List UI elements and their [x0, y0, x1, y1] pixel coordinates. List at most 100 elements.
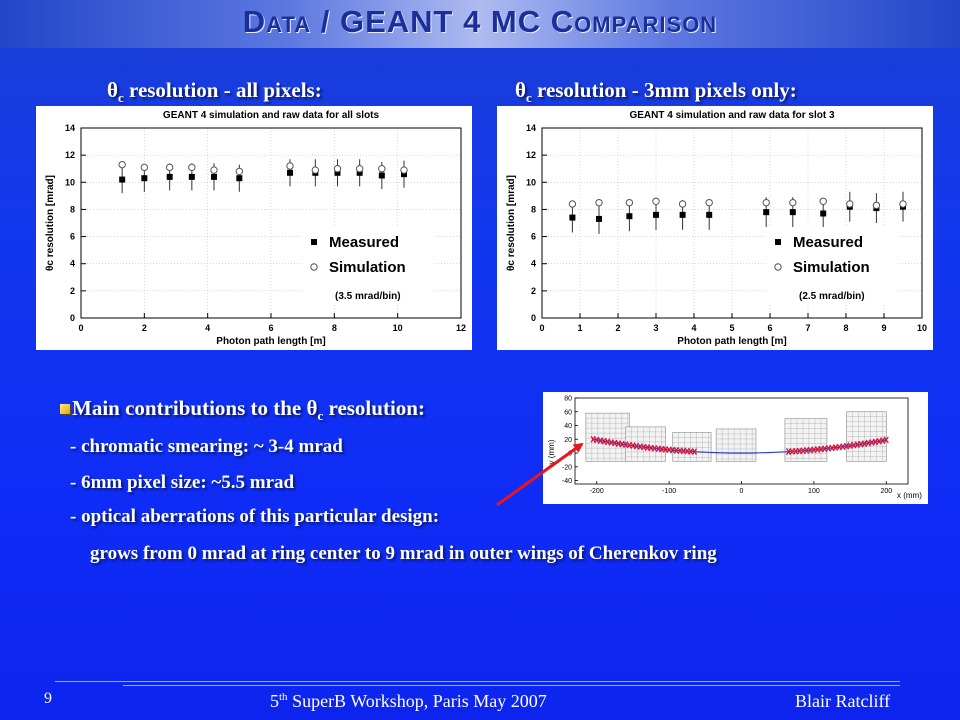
footer-event: 5th SuperB Workshop, Paris May 2007: [270, 691, 547, 712]
measured-point: [763, 209, 770, 216]
simulation-point: [652, 197, 660, 205]
bullet-item-chromatic: - chromatic smearing: ~ 3-4 mrad: [70, 436, 343, 457]
pixel-block-frame: [672, 432, 712, 462]
left-chart-panel: GEANT 4 simulation and raw data for all …: [36, 106, 472, 350]
ray-hit-mark: [811, 446, 817, 454]
y-tick-label: 2: [531, 286, 536, 296]
ray-hit-mark: [858, 440, 864, 448]
ray-hit-mark: [807, 446, 813, 454]
y-tick-label: 10: [526, 177, 536, 187]
title-bar: [0, 0, 960, 48]
measured-point: [378, 172, 385, 179]
bullet-main: Main contributions to the θc resolution:: [60, 396, 425, 424]
ray-y-tick-label: 0: [568, 451, 572, 458]
y-tick-label: 0: [531, 313, 536, 323]
pixel-block-frame: [715, 428, 757, 462]
pixel-block-frame: [846, 411, 887, 462]
left-chart-heading: θc resolution - all pixels:: [107, 78, 322, 106]
measured-point: [287, 169, 293, 176]
ray-x-axis-label: x (mm): [897, 491, 922, 500]
measured-point: [569, 214, 576, 221]
measured-point: [334, 169, 341, 176]
ray-hit-mark: [786, 448, 792, 456]
y-tick-label: 4: [531, 259, 536, 269]
simulation-point: [846, 200, 854, 208]
pixel-array-block: [672, 432, 712, 462]
slide-title: Data / GEANT 4 MC Comparison: [242, 4, 718, 39]
x-tick-label: 8: [843, 323, 848, 333]
right-chart-panel: GEANT 4 simulation and raw data for slot…: [497, 106, 933, 350]
x-tick-label: 9: [881, 323, 886, 333]
ray-hit-mark: [796, 447, 802, 455]
simulation-point: [872, 201, 881, 210]
ray-x-tick-label: 100: [808, 488, 820, 495]
footer-event-sup: th: [279, 691, 288, 703]
y-tick-label: 4: [70, 259, 75, 269]
ray-y-axis-label: y (mm): [547, 439, 556, 464]
x-tick-label: 5: [729, 323, 734, 333]
legend-simulation-marker: [774, 263, 782, 271]
ray-hit-mark: [684, 447, 690, 455]
ray-y-tick-label: 20: [564, 437, 572, 444]
x-tick-label: 0: [539, 323, 544, 333]
y-tick-label: 6: [531, 232, 536, 242]
ray-x-tick-label: -200: [590, 488, 604, 495]
ray-y-tick-label: 40: [564, 423, 572, 430]
measured-point: [706, 211, 713, 218]
measured-point: [119, 176, 126, 183]
x-tick-label: 10: [917, 323, 927, 333]
simulation-point: [355, 165, 364, 173]
footer-event-prefix: 5: [270, 691, 279, 711]
simulation-point: [625, 198, 634, 207]
simulation-point: [568, 200, 577, 208]
ray-hit-mark: [872, 438, 878, 446]
plot-frame: [80, 127, 462, 319]
x-tick-label: 2: [615, 323, 620, 333]
simulation-point: [378, 165, 386, 173]
simulation-point: [400, 166, 408, 174]
simulation-point: [899, 200, 907, 208]
ray-y-tick-label: 80: [564, 396, 572, 403]
ray-x-tick-label: -100: [662, 488, 676, 495]
ray-hit-mark: [836, 443, 842, 451]
left-heading-text: resolution - all pixels:: [123, 78, 322, 102]
bullet-item-aberrations: - optical aberrations of this particular…: [70, 506, 440, 527]
ray-hit-mark: [851, 441, 857, 449]
legend-simulation-marker: [310, 263, 318, 271]
x-tick-label: 10: [393, 323, 403, 333]
ray-hit-mark: [800, 447, 806, 455]
pixel-array-block: [846, 411, 887, 462]
ray-hit-mark: [876, 437, 882, 445]
measured-point: [820, 210, 827, 217]
bin-width-annotation: (3.5 mrad/bin): [335, 291, 401, 302]
y-axis-label: θc resolution [mrad]: [45, 175, 56, 271]
measured-point: [166, 173, 173, 180]
cherenkov-ring-center-line: [593, 438, 887, 454]
x-tick-label: 6: [268, 323, 273, 333]
legend-box: [767, 227, 897, 305]
bullet-main-sub: c: [317, 408, 324, 424]
y-tick-label: 14: [65, 123, 75, 133]
ray-hit-mark: [814, 446, 821, 453]
x-axis-label: Photon path length [m]: [216, 336, 325, 347]
x-tick-label: 4: [205, 323, 210, 333]
footer-divider: [55, 681, 900, 682]
ray-hit-mark: [789, 448, 795, 455]
simulation-point: [762, 198, 770, 207]
legend-simulation-label: Simulation: [793, 259, 870, 276]
measured-point: [211, 173, 217, 180]
simulation-point: [333, 165, 342, 173]
ray-hit-mark: [883, 436, 889, 444]
ray-hit-mark: [825, 444, 831, 452]
y-tick-label: 10: [65, 177, 75, 187]
simulation-point: [165, 163, 174, 172]
left-resolution-chart: GEANT 4 simulation and raw data for all …: [45, 110, 466, 347]
x-tick-label: 1: [577, 323, 582, 333]
page-number: 9: [44, 690, 52, 707]
ray-hit-mark: [829, 444, 835, 452]
ray-hit-mark: [793, 447, 799, 455]
simulation-point: [678, 200, 687, 208]
measured-point: [236, 175, 243, 182]
simulation-point: [235, 167, 244, 176]
ray-hit-mark: [688, 448, 694, 455]
